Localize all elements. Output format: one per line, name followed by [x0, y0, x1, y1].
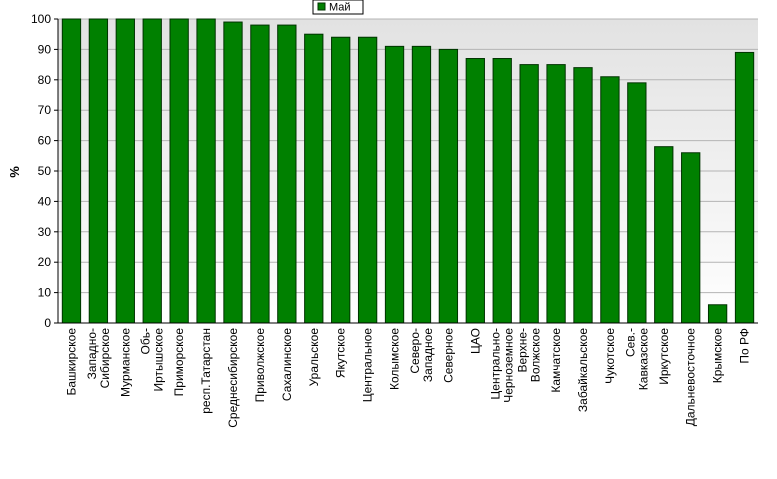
x-tick-labels: Башкирское Западно- Сибирское Мурманское Обь… [64, 328, 751, 428]
bar[interactable] [438, 48, 459, 324]
bar[interactable] [519, 64, 539, 324]
y-tick-label: 40 [38, 194, 52, 208]
x-tick-label: Западно- [85, 328, 99, 379]
bar[interactable] [734, 51, 755, 324]
bar[interactable] [573, 67, 593, 324]
y-tick-label: 70 [38, 103, 52, 117]
x-tick-label: Иртышское [152, 328, 166, 392]
x-tick-label: Забайкальское [576, 328, 590, 412]
x-tick-label: Камчатское [549, 328, 563, 393]
x-tick-label: респ.Татарстан [199, 328, 213, 414]
bar[interactable] [88, 18, 109, 324]
x-tick-label: Сев.- [623, 328, 637, 357]
bar[interactable] [115, 18, 135, 324]
x-tick-label: Приморское [172, 328, 186, 397]
bar[interactable] [61, 18, 82, 324]
x-tick-label: Волжское [529, 328, 543, 383]
y-tick-label: 0 [44, 316, 51, 330]
bar[interactable] [223, 21, 243, 324]
bar[interactable] [196, 18, 216, 324]
bar[interactable] [546, 64, 566, 324]
bar[interactable] [654, 146, 674, 324]
x-tick-label: Чукотское [603, 328, 617, 384]
x-tick-label: Сахалинское [280, 328, 294, 401]
bar[interactable] [681, 152, 701, 324]
x-tick-label: Северо- [408, 328, 422, 374]
x-tick-label: Приволжское [253, 328, 267, 403]
x-tick-label: Колымское [388, 328, 402, 390]
y-tick-label: 100 [31, 12, 51, 26]
bar[interactable] [411, 45, 432, 324]
y-tick-label: 10 [38, 286, 52, 300]
y-tick-label: 20 [38, 255, 52, 269]
x-tick-label: Иркутское [657, 328, 671, 385]
bar[interactable] [384, 45, 405, 324]
bar[interactable] [357, 36, 378, 324]
y-tick-labels: 0 10 20 30 40 50 60 70 80 90 100 [31, 12, 58, 330]
y-tick-label: 30 [38, 225, 52, 239]
legend[interactable]: Май [312, 0, 364, 15]
bar[interactable] [465, 58, 485, 324]
x-tick-label: Среднесибирское [226, 328, 240, 428]
x-tick-label: Уральское [307, 328, 321, 387]
bar[interactable] [600, 76, 620, 324]
legend-label: Май [329, 2, 351, 14]
y-axis-title: % [7, 166, 22, 178]
x-tick-label: Обь- [139, 328, 153, 354]
x-tick-label: Крымское [711, 328, 725, 384]
x-tick-label: По РФ [738, 328, 752, 364]
bar[interactable] [331, 36, 351, 324]
bar[interactable] [492, 58, 512, 324]
y-tick-label: 80 [38, 73, 52, 87]
x-tick-label: Центральное [361, 328, 375, 403]
legend-swatch [317, 2, 326, 11]
x-tick-label: Башкирское [64, 328, 78, 396]
x-tick-label: Якутское [334, 328, 348, 378]
bar[interactable] [707, 304, 728, 324]
y-tick-label: 90 [38, 42, 52, 56]
bar[interactable] [169, 18, 189, 324]
x-tick-label: Западное [421, 328, 435, 382]
x-tick-label: Северное [441, 328, 455, 383]
bars [61, 18, 755, 324]
x-tick-label: ЦАО [468, 328, 482, 354]
bar[interactable] [142, 18, 162, 324]
bar[interactable] [277, 24, 297, 324]
x-tick-label: Кавказское [636, 328, 650, 391]
bar[interactable] [627, 82, 647, 324]
x-tick-label: Черноземное [502, 328, 516, 403]
x-tick-label: Мурманское [118, 328, 132, 397]
y-tick-label: 60 [38, 134, 52, 148]
x-tick-label: Дальневосточное [684, 328, 698, 427]
bar[interactable] [304, 33, 324, 324]
bar[interactable] [250, 24, 270, 324]
y-tick-label: 50 [38, 164, 52, 178]
x-tick-label: Верхне- [516, 328, 530, 373]
x-tick-label: Сибирское [98, 328, 112, 389]
x-tick-label: Центрально- [489, 328, 503, 400]
